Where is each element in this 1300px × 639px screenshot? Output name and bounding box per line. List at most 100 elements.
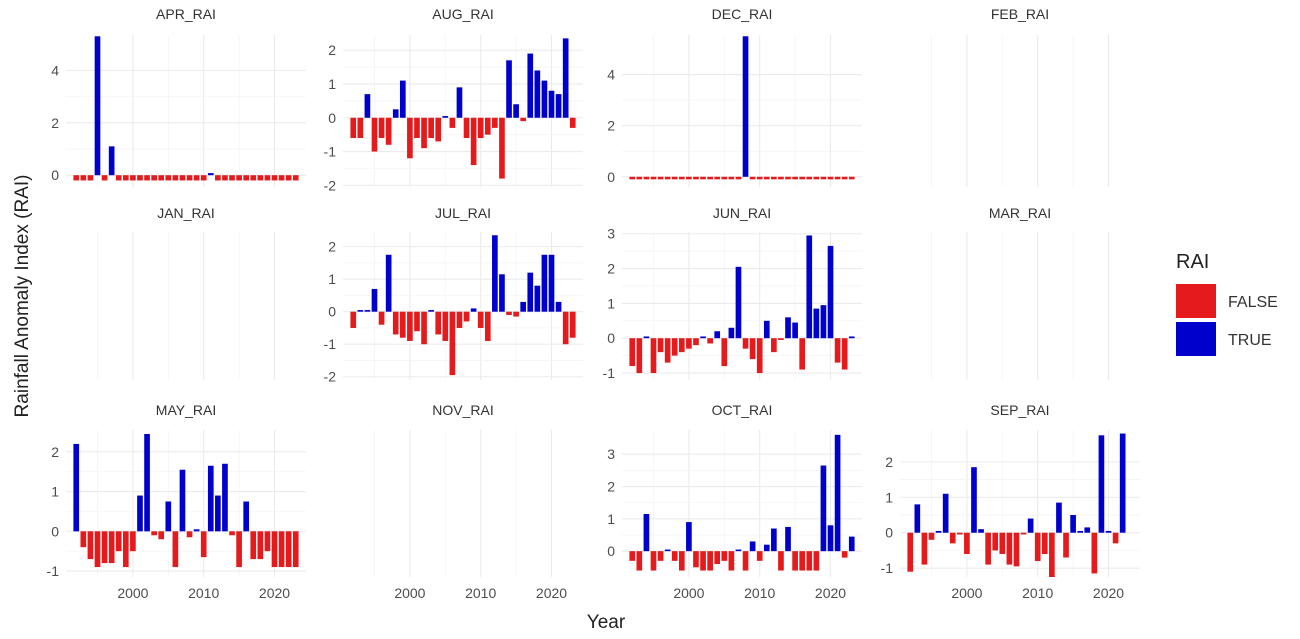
y-tick-label: -1 <box>324 144 337 160</box>
bar-false <box>215 175 221 181</box>
bar-true <box>541 80 548 118</box>
bar-false <box>956 532 963 535</box>
y-tick-label: 0 <box>328 110 336 126</box>
y-tick-label: 1 <box>885 489 893 505</box>
bar-true <box>763 544 770 552</box>
bar-false <box>671 551 678 561</box>
bar-false <box>186 175 193 181</box>
bar-false <box>636 176 643 180</box>
y-tick-label: 1 <box>328 76 336 92</box>
legend-key-true <box>1176 322 1216 356</box>
bar-false <box>292 175 299 181</box>
bar-false <box>562 311 569 345</box>
facet-title: AUG_RAI <box>432 6 493 22</box>
bar-false <box>378 311 385 325</box>
facet-title: SEP_RAI <box>990 402 1049 418</box>
bar-false <box>678 551 685 571</box>
bar-false <box>999 532 1006 554</box>
bar-false <box>463 311 470 322</box>
bar-false <box>657 176 664 180</box>
bar-true <box>392 109 399 118</box>
bar-false <box>671 176 678 180</box>
bar-false <box>1034 532 1041 562</box>
bar-true <box>506 60 512 118</box>
bar-false <box>271 531 278 568</box>
bar-false <box>449 311 456 376</box>
bar-false <box>151 531 157 536</box>
bar-false <box>686 338 692 349</box>
facet-title: OCT_RAI <box>712 402 773 418</box>
bar-true <box>735 266 742 339</box>
bar-true <box>108 146 115 176</box>
bar-false <box>657 338 664 353</box>
y-tick-label: -1 <box>881 560 894 576</box>
bar-false <box>1112 532 1119 544</box>
bar-true <box>527 53 534 118</box>
bar-false <box>357 117 364 139</box>
bar-true <box>686 522 692 552</box>
bar-true <box>541 254 548 312</box>
bar-false <box>714 176 721 180</box>
facet-panel: APR_RAI 0 2 4 <box>51 6 306 187</box>
bar-true <box>94 36 101 176</box>
bar-false <box>928 532 935 540</box>
facet-title: JAN_RAI <box>157 205 215 221</box>
legend: RAI FALSE TRUE <box>1176 251 1278 356</box>
x-tick-label: 2020 <box>536 585 567 601</box>
bar-false <box>435 311 442 335</box>
facet-panel: NOV_RAI 2000 2010 2020 <box>374 402 567 601</box>
bar-true <box>935 530 942 533</box>
bar-false <box>285 175 292 181</box>
x-tick-label: 2020 <box>259 585 290 601</box>
y-tick-label: 2 <box>51 115 59 131</box>
x-tick-label: 2000 <box>951 585 982 601</box>
bar-false <box>1006 532 1013 565</box>
y-tick-label: 0 <box>328 304 336 320</box>
bar-true <box>827 245 834 339</box>
facet-panel: JUN_RAI -1 0 1 2 3 <box>603 205 862 381</box>
bar-false <box>492 117 498 128</box>
facet-title: JUN_RAI <box>713 205 771 221</box>
bar-false <box>520 117 527 122</box>
x-tick-label: 2000 <box>673 585 704 601</box>
bar-false <box>707 551 713 571</box>
bar-false <box>1041 532 1048 554</box>
bar-false <box>264 175 271 181</box>
bar-true <box>513 104 519 118</box>
bar-false <box>80 531 87 548</box>
bar-false <box>484 311 491 341</box>
y-tick-label: 0 <box>885 525 893 541</box>
y-tick-label: -1 <box>603 365 616 381</box>
x-tick-label: 2010 <box>1022 585 1053 601</box>
bar-true <box>371 288 378 312</box>
bar-false <box>73 175 80 181</box>
bar-true <box>222 463 228 532</box>
bar-true <box>728 327 735 339</box>
bar-false <box>130 531 136 552</box>
bar-false <box>778 338 784 340</box>
x-axis-label: Year <box>587 612 626 633</box>
bar-false <box>721 551 728 561</box>
bar-false <box>813 551 820 571</box>
bar-false <box>378 117 385 139</box>
bar-false <box>257 175 264 181</box>
bar-false <box>442 311 449 341</box>
bar-false <box>108 531 115 564</box>
bar-true <box>700 336 706 339</box>
bar-true <box>785 317 791 339</box>
bar-true <box>643 336 650 339</box>
bar-false <box>799 338 806 370</box>
bar-false <box>693 176 699 180</box>
bar-false <box>94 531 101 568</box>
bar-false <box>278 531 285 568</box>
bar-true <box>555 94 562 118</box>
bar-true <box>193 529 200 532</box>
y-tick-label: 2 <box>607 479 615 495</box>
bar-true <box>1056 502 1062 533</box>
facet-panel: SEP_RAI -1 0 1 2 2000 2010 2020 <box>881 402 1140 601</box>
bar-true <box>785 526 791 552</box>
bar-false <box>463 117 470 139</box>
y-tick-label: 2 <box>607 118 615 134</box>
bar-true <box>1105 530 1112 533</box>
